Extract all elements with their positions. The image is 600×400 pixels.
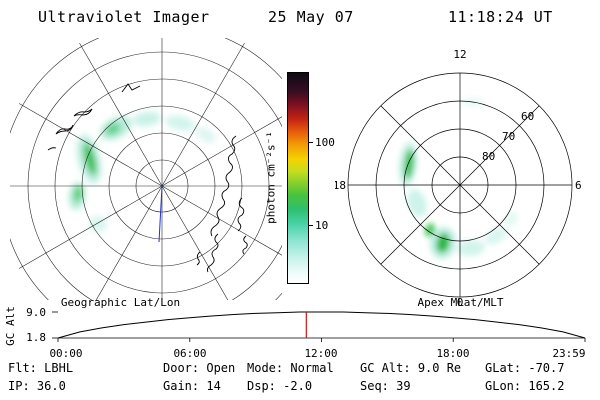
spacecraft-track-line (158, 185, 163, 243)
mlt-label-0: 0 (457, 296, 464, 308)
time-tick-1800: 18:00 (436, 347, 470, 360)
mlat-label-80: 80 (482, 150, 495, 163)
aurora-emission-geo (68, 111, 216, 232)
status-dsp-label: Dsp: (247, 379, 276, 393)
alt-ymax-label: 9.0 (26, 306, 46, 319)
aurora-emission-apex (398, 97, 518, 259)
colorbar: 100 10 (287, 72, 351, 286)
status-dsp: Dsp: -2.0 (247, 379, 312, 393)
status-gc-alt: GC Alt: 9.0 Re (360, 361, 461, 375)
status-seq-value: 39 (396, 379, 411, 393)
altitude-plot-panel: GC Alt 9.0 1.8 (4, 306, 586, 346)
colorbar-tick-label-10: 10 (315, 219, 329, 232)
date-label: 25 May 07 (268, 8, 354, 26)
status-flt: Flt: LBHL (8, 361, 73, 375)
status-gc-alt-value: 9.0 Re (417, 361, 462, 375)
status-glon: GLon: 165.2 (485, 379, 564, 393)
colorbar-units-label: photon cm⁻²s⁻¹ (264, 131, 278, 224)
status-ip-value: 36.0 (36, 379, 66, 393)
status-glon-value: 165.2 (528, 379, 565, 393)
status-dsp-value: -2.0 (283, 379, 313, 393)
mlat-label-70: 70 (502, 130, 515, 143)
geographic-map-panel (10, 38, 282, 300)
mlat-label-60: 60 (521, 110, 534, 123)
mlt-spokes (348, 73, 572, 297)
status-gain: Gain: 14 (163, 379, 221, 393)
status-flt-value: LBHL (44, 361, 74, 375)
status-gain-label: Gain: (163, 379, 200, 393)
status-glon-label: GLon: (485, 379, 522, 393)
status-mode-label: Mode: (247, 361, 284, 375)
apex-polar-panel: 12 18 6 0 60 70 80 (335, 48, 582, 308)
colorbar-tick-100 (309, 142, 313, 143)
alt-ylabel: GC Alt (4, 306, 17, 346)
time-tick-0000: 00:00 (49, 347, 83, 360)
geo-meridian-lines (10, 38, 282, 300)
time-tick-0600: 06:00 (173, 347, 207, 360)
mlt-label-6: 6 (575, 179, 582, 192)
status-seq-label: Seq: (360, 379, 389, 393)
time-tick-1200: 12:00 (304, 347, 338, 360)
status-mode-value: Normal (290, 361, 334, 375)
status-door: Door: Open (163, 361, 235, 375)
colorbar-gradient (287, 72, 309, 284)
status-glat-value: -70.7 (528, 361, 565, 375)
status-seq: Seq: 39 (360, 379, 411, 393)
status-glat-label: GLat: (485, 361, 522, 375)
time-label: 11:18:24 UT (448, 8, 553, 26)
mlt-label-18: 18 (335, 179, 346, 192)
colorbar-tick-label-100: 100 (315, 136, 335, 149)
colorbar-tick-10 (309, 225, 313, 226)
status-door-value: Open (206, 361, 236, 375)
alt-ymin-label: 1.8 (26, 331, 46, 344)
status-flt-label: Flt: (8, 361, 37, 375)
time-tick-2359: 23:59 (552, 347, 586, 360)
coastline-paths (47, 83, 248, 273)
mlt-label-12: 12 (453, 48, 466, 61)
alt-curve (57, 311, 586, 339)
status-gc-alt-label: GC Alt: (360, 361, 411, 375)
status-mode: Mode: Normal (247, 361, 334, 375)
status-glat: GLat: -70.7 (485, 361, 564, 375)
status-ip: IP: 36.0 (8, 379, 66, 393)
alt-axis-ticks (52, 311, 586, 342)
app-title: Ultraviolet Imager (38, 8, 210, 26)
status-door-label: Door: (163, 361, 200, 375)
left-panel-caption: Geographic Lat/Lon (60, 296, 181, 309)
right-panel-caption: Apex MLat/MLT (417, 296, 504, 309)
status-gain-value: 14 (206, 379, 221, 393)
geo-latitude-circles (10, 38, 282, 300)
status-ip-label: IP: (8, 379, 30, 393)
